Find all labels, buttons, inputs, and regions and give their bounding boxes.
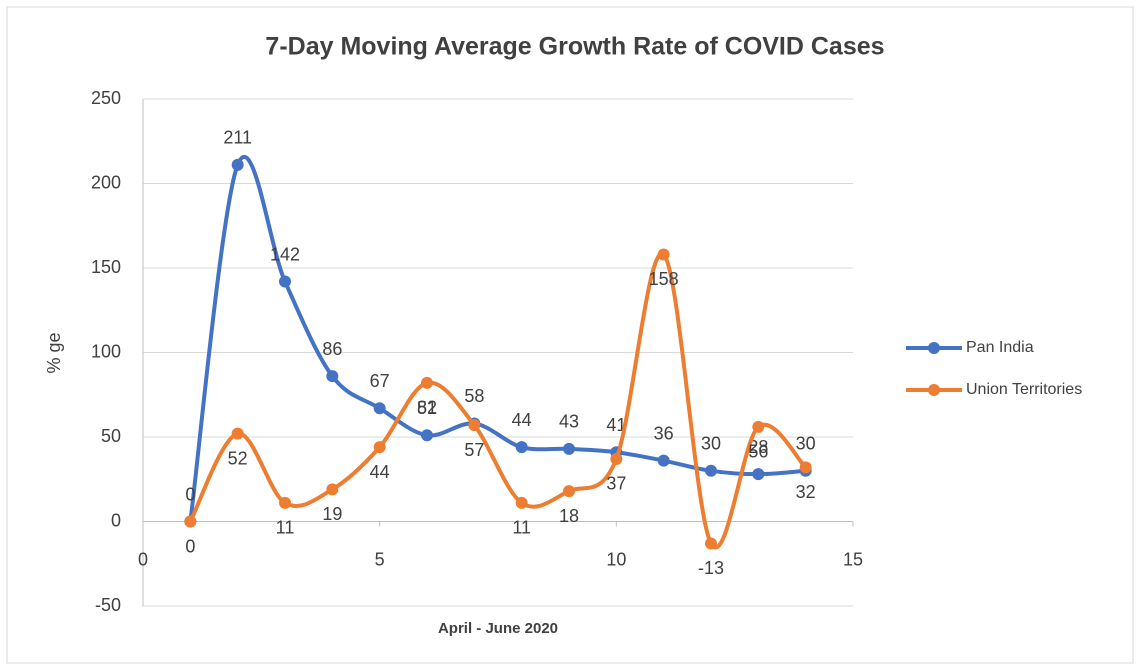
data-label: 43 [559,412,579,432]
y-tick-label: 50 [101,426,121,446]
marker [515,496,528,509]
data-label: 56 [748,442,768,462]
legend-marker [928,342,940,354]
data-label: 44 [370,462,390,482]
x-tick-label: 10 [606,549,626,569]
legend-label: Pan India [966,339,1034,356]
marker [231,427,244,440]
chart-title: 7-Day Moving Average Growth Rate of COVI… [265,33,884,61]
data-label: 82 [417,398,437,418]
legend-label: Union Territories [966,381,1082,398]
data-label: 37 [606,474,626,494]
marker [373,441,386,454]
marker [563,442,575,455]
marker [326,483,339,496]
x-tick-label: 15 [843,549,863,569]
data-label: 142 [270,244,300,264]
marker [752,468,765,481]
marker [515,441,528,454]
y-tick-label: 200 [91,172,121,192]
data-label: -13 [698,558,724,578]
y-tick-label: 150 [91,257,121,277]
data-label: 28 [748,437,768,457]
data-label: 67 [370,371,390,391]
series-line [188,154,808,524]
data-label: 57 [464,440,484,460]
marker [799,461,812,474]
data-label: 51 [417,398,437,418]
marker [610,452,623,465]
legend-marker [928,384,940,396]
y-tick-label: 100 [91,341,121,361]
x-tick-label: 5 [375,549,385,569]
data-label: 52 [228,448,248,468]
data-label: 44 [512,410,532,430]
data-label: 158 [649,269,679,289]
y-tick-label: 0 [111,510,121,530]
x-axis-title: April - June 2020 [438,620,558,637]
marker [326,370,339,383]
y-tick-label: 250 [91,88,121,108]
marker [657,454,670,467]
marker [705,537,717,550]
marker [279,496,291,509]
data-label: 18 [559,506,579,526]
y-tick-label: -50 [95,595,121,615]
data-label: 0 [185,536,195,556]
data-label: 41 [606,415,626,435]
marker [184,515,197,528]
chart-border [6,6,1134,664]
marker [468,419,481,432]
x-tick-label: 0 [138,549,148,569]
marker [279,275,291,288]
data-label: 211 [223,128,252,148]
data-label: 19 [322,504,342,524]
y-axis-title: % ge [44,332,64,373]
marker [563,485,575,498]
marker [705,464,717,477]
marker [373,402,386,415]
marker [657,248,670,261]
data-label: 30 [796,434,816,454]
marker [752,420,765,433]
data-label: 30 [701,434,721,454]
marker [421,429,433,442]
data-label: 11 [276,518,295,538]
data-label: 0 [185,484,195,504]
data-label: 32 [796,482,816,502]
marker [421,376,433,389]
data-label: 58 [464,386,484,406]
marker [231,158,244,171]
data-label: 86 [322,339,342,359]
data-label: 36 [654,423,674,443]
data-label: 11 [512,518,531,538]
